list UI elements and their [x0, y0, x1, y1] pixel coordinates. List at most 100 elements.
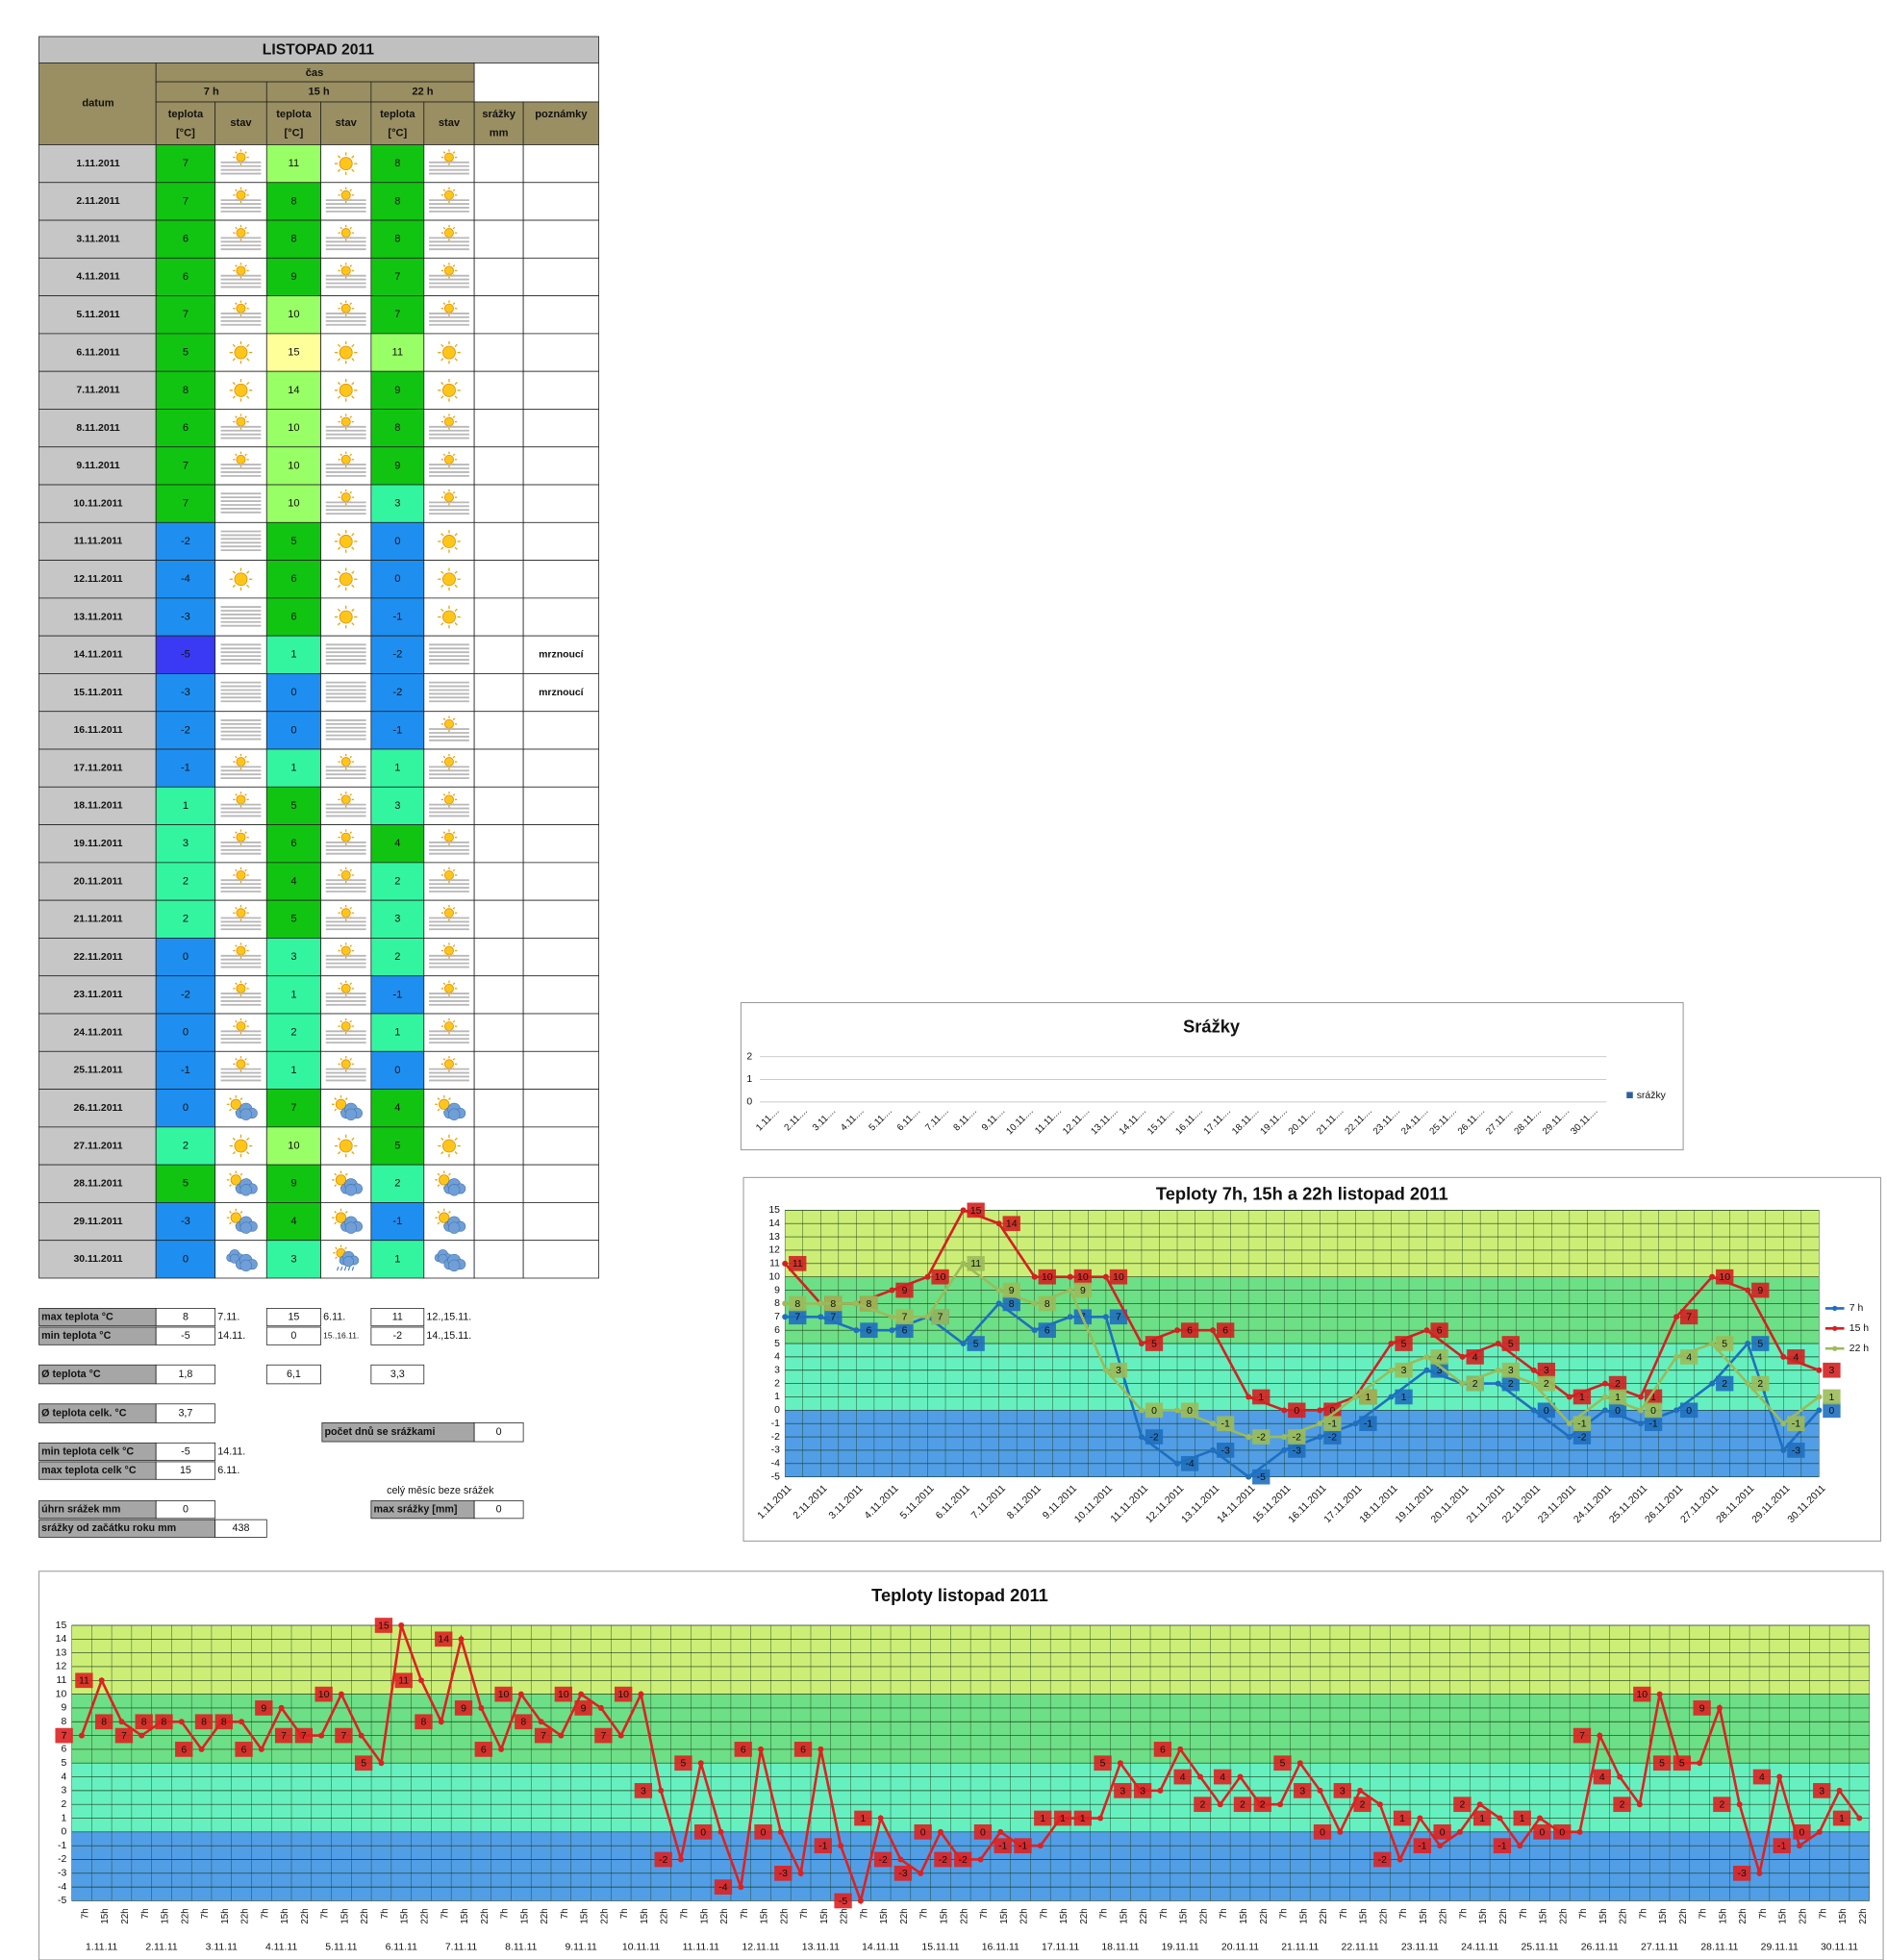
data-label-box [314, 1686, 333, 1702]
sun-ray [229, 1172, 232, 1176]
temp-text: 11 [289, 158, 300, 169]
summary-value-text: -2 [393, 1330, 403, 1342]
data-label: 7 [600, 1731, 606, 1742]
sun-ray [232, 343, 236, 347]
sun [443, 718, 454, 729]
data-label: 1 [1258, 1393, 1264, 1403]
x-tick-label: 22h [1139, 1908, 1149, 1923]
y-tick-label: 12 [56, 1662, 67, 1672]
point [1566, 1394, 1572, 1400]
data-label: 3 [1116, 1366, 1121, 1376]
temp-cell [370, 257, 425, 297]
point [1780, 1446, 1787, 1453]
data-label: 0 [920, 1827, 926, 1838]
sun-ray [244, 793, 247, 796]
data-label-box [914, 1823, 932, 1840]
temp-text: 7 [183, 158, 189, 169]
data-label: 3 [1819, 1786, 1824, 1797]
data-label: 2 [1757, 1379, 1763, 1390]
weather-icon [334, 567, 358, 591]
temp-cell [155, 219, 216, 259]
point [1317, 1420, 1323, 1427]
weather-icon [334, 340, 358, 364]
data-label: 2 [1508, 1379, 1514, 1390]
data-label-box [554, 1686, 572, 1702]
point [758, 1746, 765, 1752]
sun [335, 1174, 347, 1186]
point [857, 1897, 864, 1904]
y-tick-label: 15 [768, 1205, 780, 1216]
sun [443, 1059, 454, 1069]
sun-ray [235, 1019, 238, 1023]
data-label-box [1252, 1429, 1271, 1445]
data-label-box [1323, 1402, 1342, 1419]
date-text: 17.11.2011 [73, 763, 122, 773]
data-label: -2 [1257, 1432, 1266, 1443]
temp-text: 1 [183, 800, 189, 812]
point [1637, 1394, 1645, 1400]
sun-ray [337, 395, 341, 399]
x-tick-label: 7h [1638, 1908, 1648, 1919]
sun-ray [452, 264, 456, 267]
temp-text: 15 [288, 346, 299, 358]
y-tick-label: -2 [771, 1432, 780, 1443]
sun-ray [452, 302, 456, 305]
temp-text: 5 [183, 1178, 189, 1190]
sun-ray [440, 1151, 444, 1155]
data-label: 6 [1437, 1326, 1443, 1337]
sun-ray [337, 1137, 341, 1141]
sun [340, 1021, 351, 1032]
y-tick-label: -3 [771, 1445, 780, 1456]
rain-cell [473, 1126, 524, 1166]
date-text: 12.11.2011 [73, 574, 122, 585]
sun-ray [244, 302, 247, 305]
weather-icon [220, 530, 262, 552]
weather-icon [325, 719, 366, 741]
sun [443, 303, 454, 314]
sun-ray [442, 226, 446, 230]
temp-text: 10 [288, 498, 299, 510]
sun [339, 383, 353, 397]
point [1138, 1434, 1145, 1441]
weather-icon [325, 753, 366, 780]
summary-value [265, 1364, 321, 1385]
data-label: 7 [902, 1313, 908, 1323]
point [838, 1843, 844, 1849]
data-label-box [1430, 1362, 1448, 1378]
data-label: 10 [1719, 1272, 1730, 1283]
sun-ray [239, 1097, 243, 1100]
data-label-box [1501, 1362, 1520, 1378]
sun-ray [337, 382, 341, 386]
point [1245, 1473, 1252, 1480]
data-label: -1 [1497, 1842, 1506, 1852]
temp-cell [265, 1126, 321, 1166]
data-label-box [1233, 1797, 1252, 1813]
point [1637, 1420, 1645, 1427]
sun-ray [442, 415, 446, 418]
sun-ray [235, 302, 238, 305]
data-label: 5 [1757, 1339, 1763, 1349]
data-label-box [1713, 1797, 1731, 1813]
weather-icon [220, 643, 262, 665]
data-label: -2 [1577, 1432, 1586, 1443]
point [378, 1760, 385, 1767]
point [98, 1677, 105, 1684]
sun-ray [452, 226, 456, 230]
data-label-box [1180, 1455, 1199, 1471]
stav-cell [214, 521, 267, 562]
note-cell [522, 1202, 600, 1242]
data-label: 5 [1508, 1339, 1514, 1349]
rain-cell [473, 975, 524, 1015]
sun-ray [244, 226, 247, 230]
summary-value-text: 15 [288, 1311, 299, 1322]
date-cell [38, 1202, 157, 1242]
legend-label: 22 h [1849, 1344, 1870, 1354]
group-label: 30.11.11 [1821, 1943, 1858, 1953]
sun-ray [337, 1151, 341, 1155]
sun-ray [232, 395, 236, 399]
x-tick-label: 7h [1519, 1908, 1529, 1919]
point [1174, 1407, 1181, 1414]
date-cell [38, 1240, 157, 1279]
date-cell [38, 144, 157, 184]
sun-ray [440, 608, 444, 612]
